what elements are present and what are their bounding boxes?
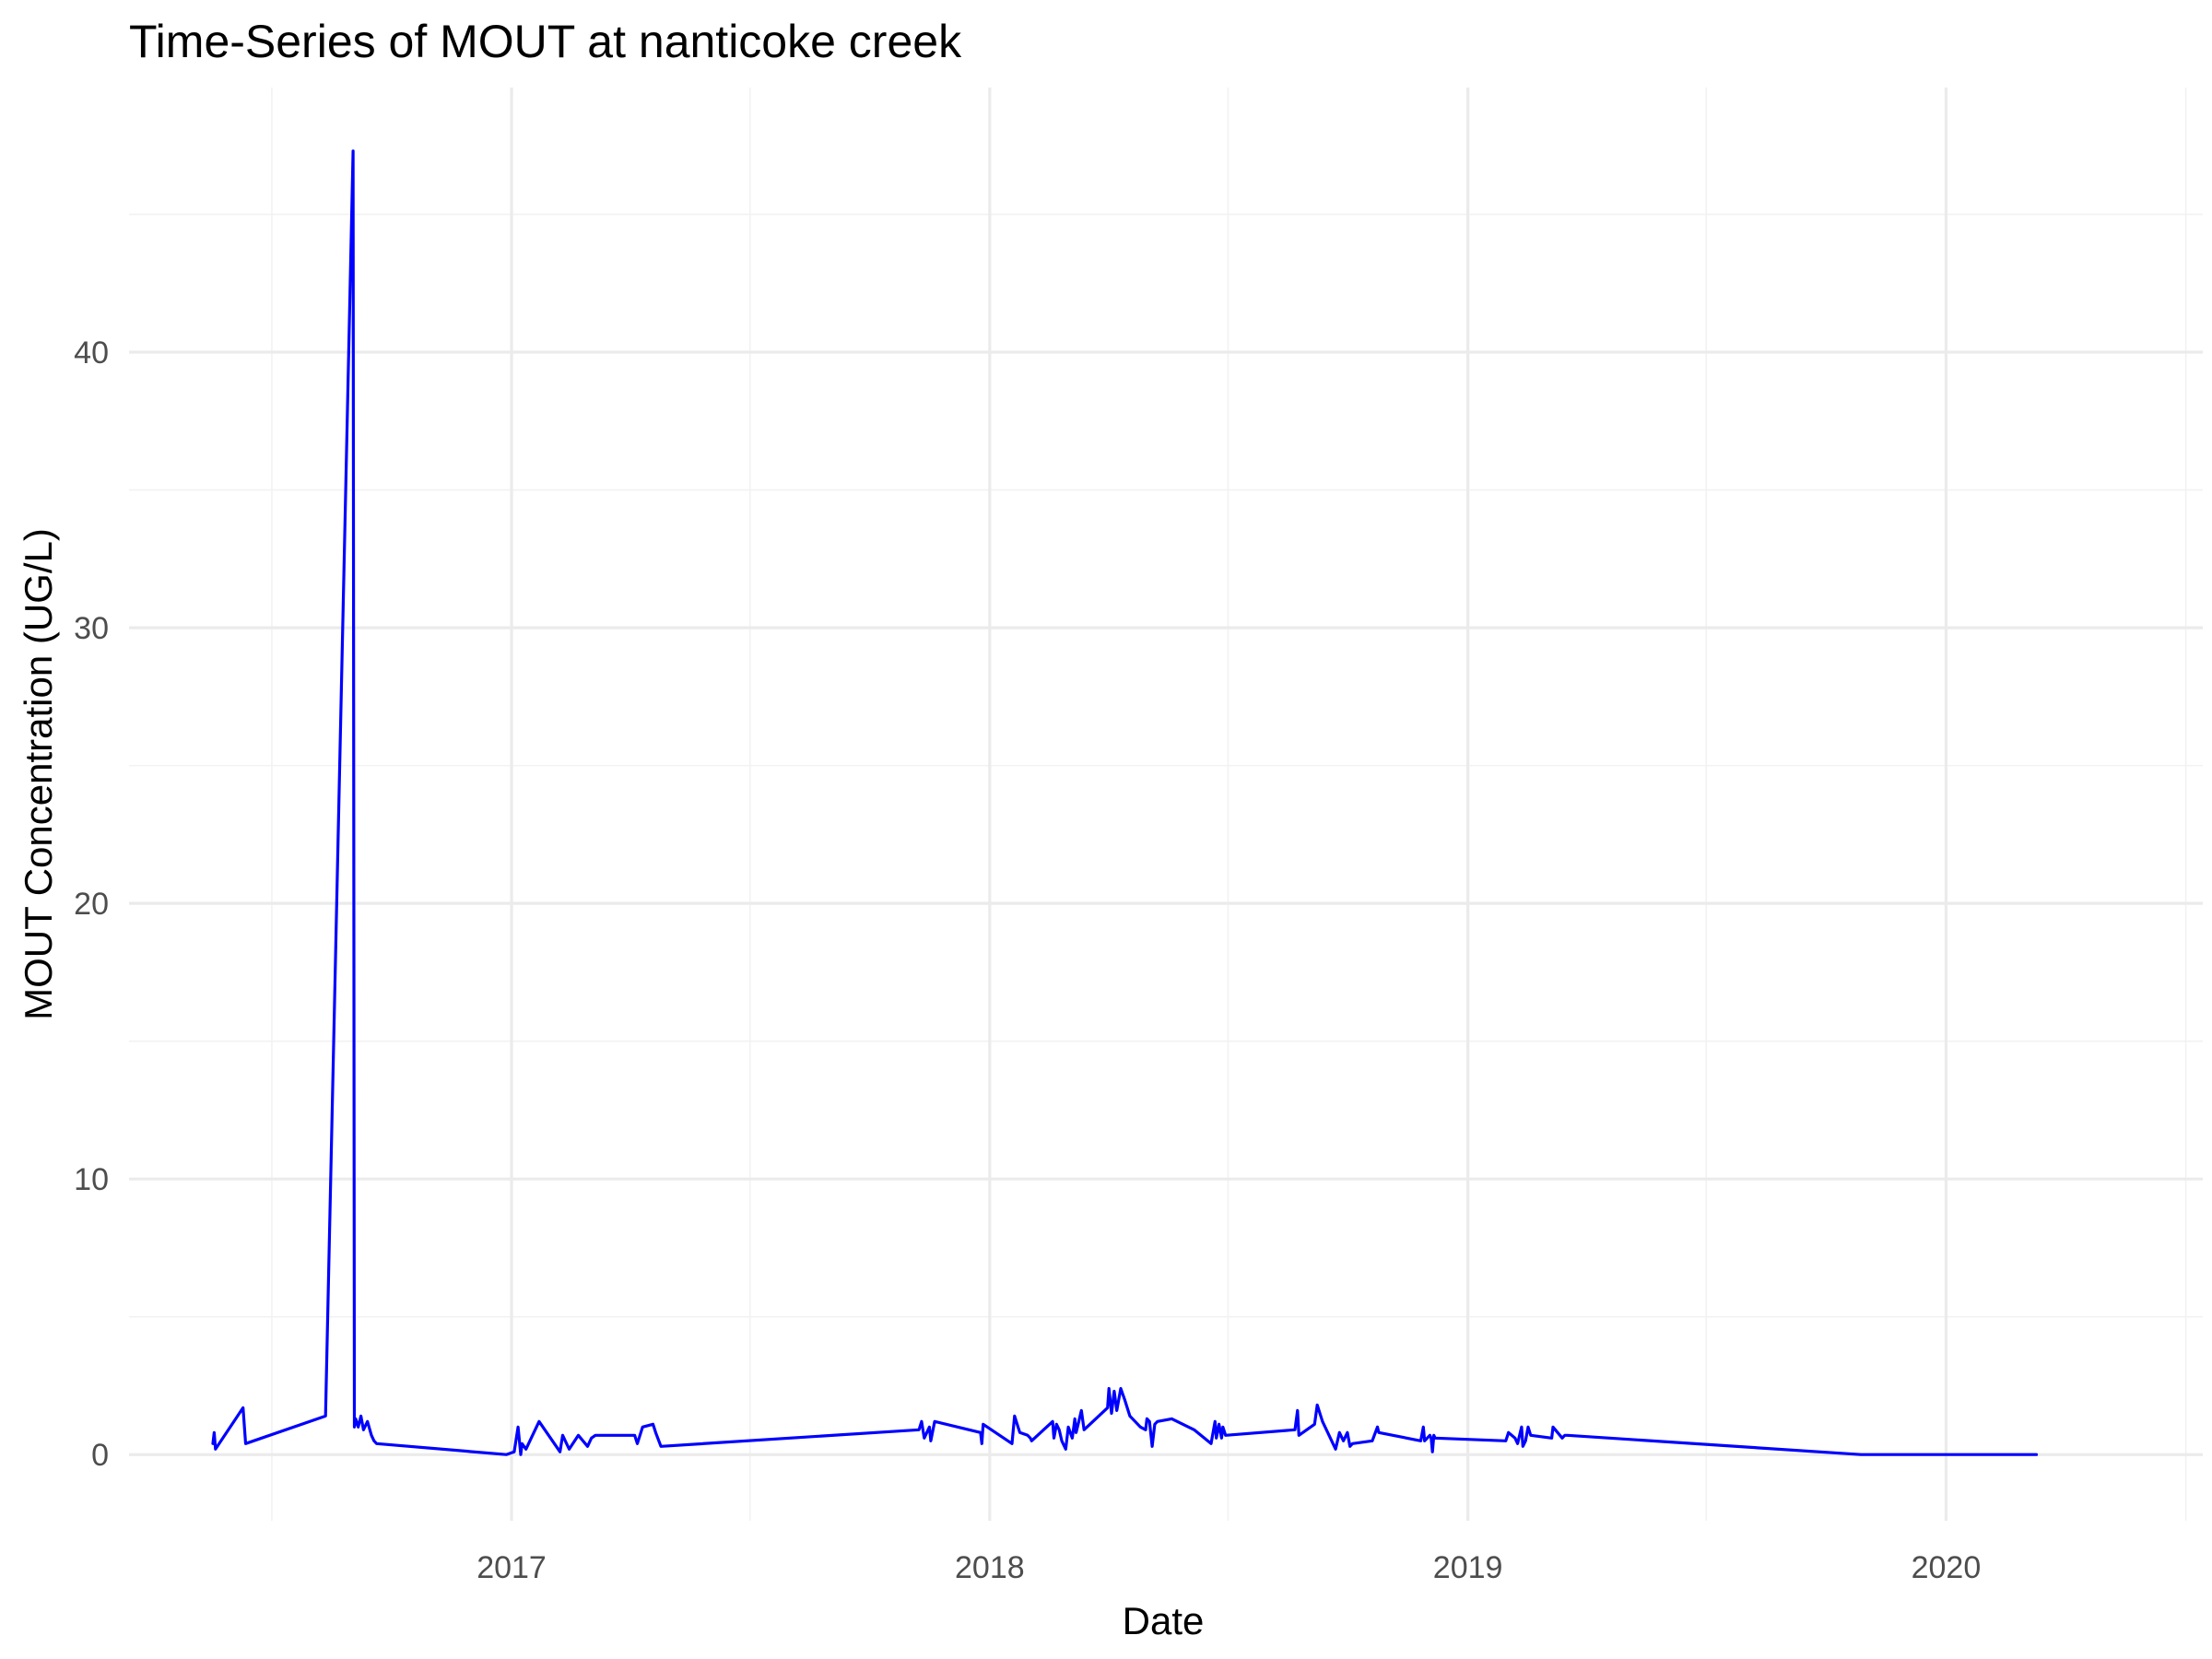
y-tick-label: 0 [91,1438,109,1473]
x-tick-label: 2019 [1433,1550,1503,1585]
y-tick-label: 30 [74,611,109,646]
y-tick-label: 20 [74,887,109,922]
y-tick-label: 40 [74,335,109,371]
y-axis-ticks: 0 10 20 30 40 [74,335,109,1473]
x-tick-label: 2018 [955,1550,1025,1585]
series-layer [211,149,2039,1456]
x-axis-title: Date [1123,1599,1205,1642]
y-axis-title: MOUT Concentration (UG/L) [17,528,60,1020]
y-tick-label: 10 [74,1162,109,1197]
x-axis-ticks: 2017 2018 2019 2020 [477,1550,1981,1585]
x-tick-label: 2017 [477,1550,547,1585]
chart-title: Time-Series of MOUT at nanticoke creek [129,16,962,67]
x-tick-label: 2020 [1912,1550,1982,1585]
series-line [211,149,2039,1456]
minor-gridlines [129,88,2203,1521]
major-gridlines [129,88,2203,1521]
